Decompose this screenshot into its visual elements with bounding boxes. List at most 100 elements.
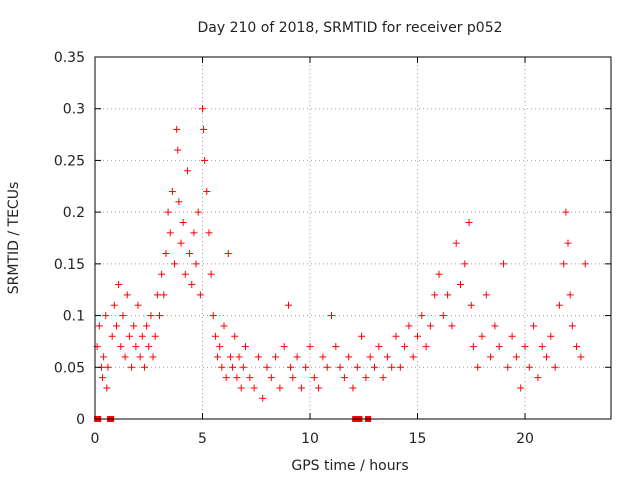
data-point xyxy=(366,353,374,361)
data-point xyxy=(500,260,507,268)
data-point xyxy=(508,332,516,340)
data-point xyxy=(151,332,159,340)
data-point xyxy=(231,332,239,340)
data-point xyxy=(310,374,318,382)
y-tick-label: 0 xyxy=(76,412,85,428)
data-point xyxy=(573,343,581,351)
data-point xyxy=(418,312,426,320)
data-point xyxy=(233,374,241,382)
data-point xyxy=(285,301,292,309)
x-axis-label: GPS time / hours xyxy=(291,458,408,474)
data-point xyxy=(235,353,243,361)
data-point xyxy=(345,353,353,361)
data-point xyxy=(220,322,228,330)
data-point xyxy=(280,343,288,351)
data-point xyxy=(183,167,191,175)
data-point xyxy=(102,312,110,320)
data-point xyxy=(100,353,108,361)
data-point xyxy=(160,291,168,299)
data-point xyxy=(444,291,452,299)
data-point xyxy=(209,312,217,320)
tick-labels: 0 5 10 15 20 0 0.05 0.1 0.15 0.2 0.25 0.3 0.35 xyxy=(54,50,534,447)
data-point xyxy=(289,374,297,382)
data-point xyxy=(115,281,123,289)
data-point xyxy=(216,343,224,351)
data-point xyxy=(293,353,301,361)
data-point xyxy=(104,363,112,371)
data-point xyxy=(457,281,464,289)
x-tick-label: 10 xyxy=(301,431,319,447)
data-point xyxy=(207,270,215,278)
y-tick-label: 0.35 xyxy=(54,50,85,66)
data-point xyxy=(478,332,486,340)
data-point xyxy=(174,146,182,154)
data-point xyxy=(435,270,443,278)
data-point xyxy=(250,384,258,392)
data-point xyxy=(171,260,179,268)
data-point xyxy=(201,156,209,164)
data-point xyxy=(517,384,525,392)
data-point xyxy=(422,343,430,351)
data-point xyxy=(371,363,378,371)
data-point xyxy=(128,363,136,371)
data-point xyxy=(467,301,475,309)
data-point xyxy=(177,239,185,247)
data-point xyxy=(349,384,357,392)
data-point xyxy=(551,363,559,371)
data-point xyxy=(487,353,495,361)
data-point xyxy=(560,260,568,268)
data-point xyxy=(362,374,370,382)
data-point xyxy=(302,363,310,371)
data-point xyxy=(166,229,174,237)
y-tick-label: 0.3 xyxy=(63,102,85,118)
axis-ticks xyxy=(94,56,611,420)
data-point xyxy=(491,322,499,330)
data-point xyxy=(123,291,131,299)
x-tick-label: 20 xyxy=(516,431,534,447)
data-point xyxy=(358,332,366,340)
data-point xyxy=(192,260,200,268)
data-point xyxy=(379,374,387,382)
data-point xyxy=(136,353,144,361)
data-point xyxy=(242,343,249,351)
data-point xyxy=(132,343,140,351)
data-point xyxy=(465,218,473,226)
data-point xyxy=(95,322,103,330)
data-point xyxy=(538,343,546,351)
data-point xyxy=(555,301,563,309)
data-point xyxy=(103,384,111,392)
data-point xyxy=(200,125,208,133)
data-point xyxy=(263,363,271,371)
data-point xyxy=(323,363,331,371)
plot-frame xyxy=(94,56,612,420)
data-point xyxy=(158,270,166,278)
data-point xyxy=(504,363,512,371)
data-point xyxy=(319,353,327,361)
data-point xyxy=(196,291,204,299)
data-point xyxy=(143,322,151,330)
data-point xyxy=(568,322,576,330)
data-point xyxy=(149,353,157,361)
data-point xyxy=(117,343,125,351)
data-point xyxy=(581,260,589,268)
data-point xyxy=(461,260,469,268)
data-point xyxy=(409,353,417,361)
data-point xyxy=(246,374,254,382)
data-point xyxy=(254,353,262,361)
data-point xyxy=(211,332,219,340)
data-point xyxy=(99,374,107,382)
data-point xyxy=(181,270,189,278)
data-point xyxy=(130,322,138,330)
data-points xyxy=(93,105,589,422)
data-point xyxy=(186,250,194,258)
data-point xyxy=(276,384,284,392)
data-point xyxy=(190,229,198,237)
data-point xyxy=(272,353,280,361)
data-point xyxy=(534,374,542,382)
data-point xyxy=(396,363,404,371)
data-point xyxy=(482,291,490,299)
data-point xyxy=(392,332,400,340)
data-point xyxy=(383,353,391,361)
data-point xyxy=(179,218,187,226)
